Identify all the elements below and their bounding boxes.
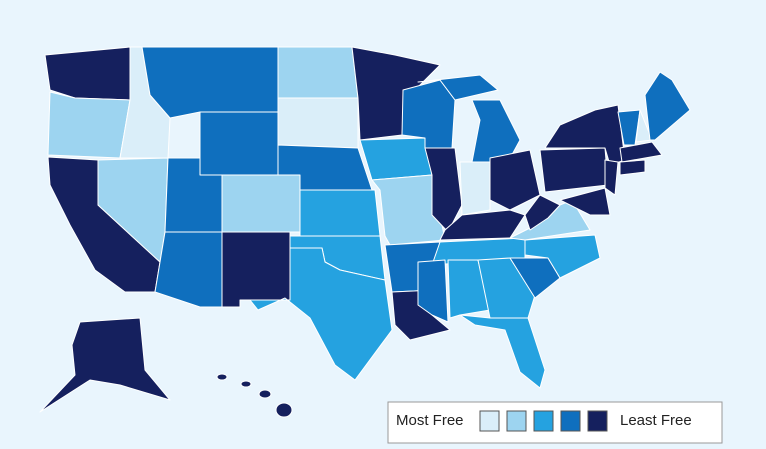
state	[47, 91, 131, 159]
state	[359, 137, 433, 181]
legend-swatch	[587, 410, 608, 432]
state	[459, 161, 491, 216]
state	[459, 314, 546, 389]
state	[539, 147, 609, 193]
state	[489, 149, 541, 211]
legend-swatch	[560, 410, 581, 432]
state	[277, 97, 359, 149]
states	[39, 46, 691, 418]
state	[417, 74, 499, 101]
state	[221, 231, 291, 308]
state	[417, 259, 449, 323]
state	[644, 71, 691, 141]
state	[277, 46, 359, 99]
legend-swatch	[533, 410, 554, 432]
state	[471, 99, 521, 163]
state	[635, 109, 653, 143]
state	[604, 159, 619, 196]
state	[299, 189, 381, 237]
state	[216, 373, 228, 381]
state	[141, 46, 279, 119]
legend-swatch	[506, 410, 527, 432]
state	[221, 174, 301, 233]
legend-box	[387, 401, 723, 444]
legend-swatch	[479, 410, 500, 432]
state	[44, 46, 131, 101]
state	[249, 247, 393, 381]
state	[559, 187, 611, 216]
state	[619, 141, 663, 163]
legend-swatches	[479, 410, 608, 432]
state	[275, 402, 293, 418]
state	[477, 257, 536, 319]
state	[154, 231, 223, 308]
legend: Most Free Least Free	[387, 401, 723, 444]
state	[258, 389, 272, 399]
state	[524, 194, 561, 231]
state	[619, 159, 646, 176]
state	[447, 259, 491, 319]
state	[240, 380, 252, 388]
state	[39, 317, 171, 413]
legend-max-label: Least Free	[620, 412, 692, 429]
legend-min-label: Most Free	[396, 412, 464, 429]
state	[199, 111, 279, 176]
